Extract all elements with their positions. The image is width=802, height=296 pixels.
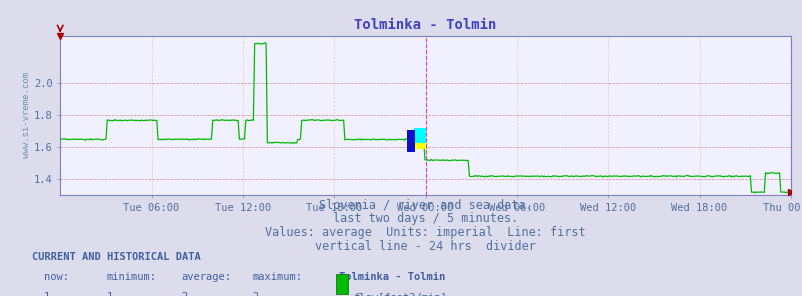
Bar	[406, 130, 415, 152]
Text: 2: 2	[252, 292, 258, 296]
Text: Values: average  Units: imperial  Line: first: Values: average Units: imperial Line: fi…	[265, 226, 585, 239]
Text: Tolminka - Tolmin: Tolminka - Tolmin	[338, 272, 444, 282]
Text: average:: average:	[181, 272, 231, 282]
Y-axis label: www.si-vreme.com: www.si-vreme.com	[22, 73, 31, 158]
Text: 2: 2	[181, 292, 188, 296]
Text: flow[foot3/min]: flow[foot3/min]	[352, 292, 446, 296]
Bar	[413, 128, 425, 143]
Bar	[413, 130, 425, 149]
Text: minimum:: minimum:	[107, 272, 156, 282]
Text: CURRENT AND HISTORICAL DATA: CURRENT AND HISTORICAL DATA	[32, 252, 200, 263]
Text: vertical line - 24 hrs  divider: vertical line - 24 hrs divider	[314, 240, 536, 253]
Text: now:: now:	[43, 272, 68, 282]
Text: maximum:: maximum:	[252, 272, 302, 282]
Text: 1: 1	[107, 292, 112, 296]
Title: Tolminka - Tolmin: Tolminka - Tolmin	[354, 17, 496, 32]
Text: 1: 1	[43, 292, 50, 296]
Text: last two days / 5 minutes.: last two days / 5 minutes.	[333, 212, 517, 225]
Bar	[336, 274, 348, 294]
Text: Slovenia / river and sea data.: Slovenia / river and sea data.	[318, 198, 532, 211]
